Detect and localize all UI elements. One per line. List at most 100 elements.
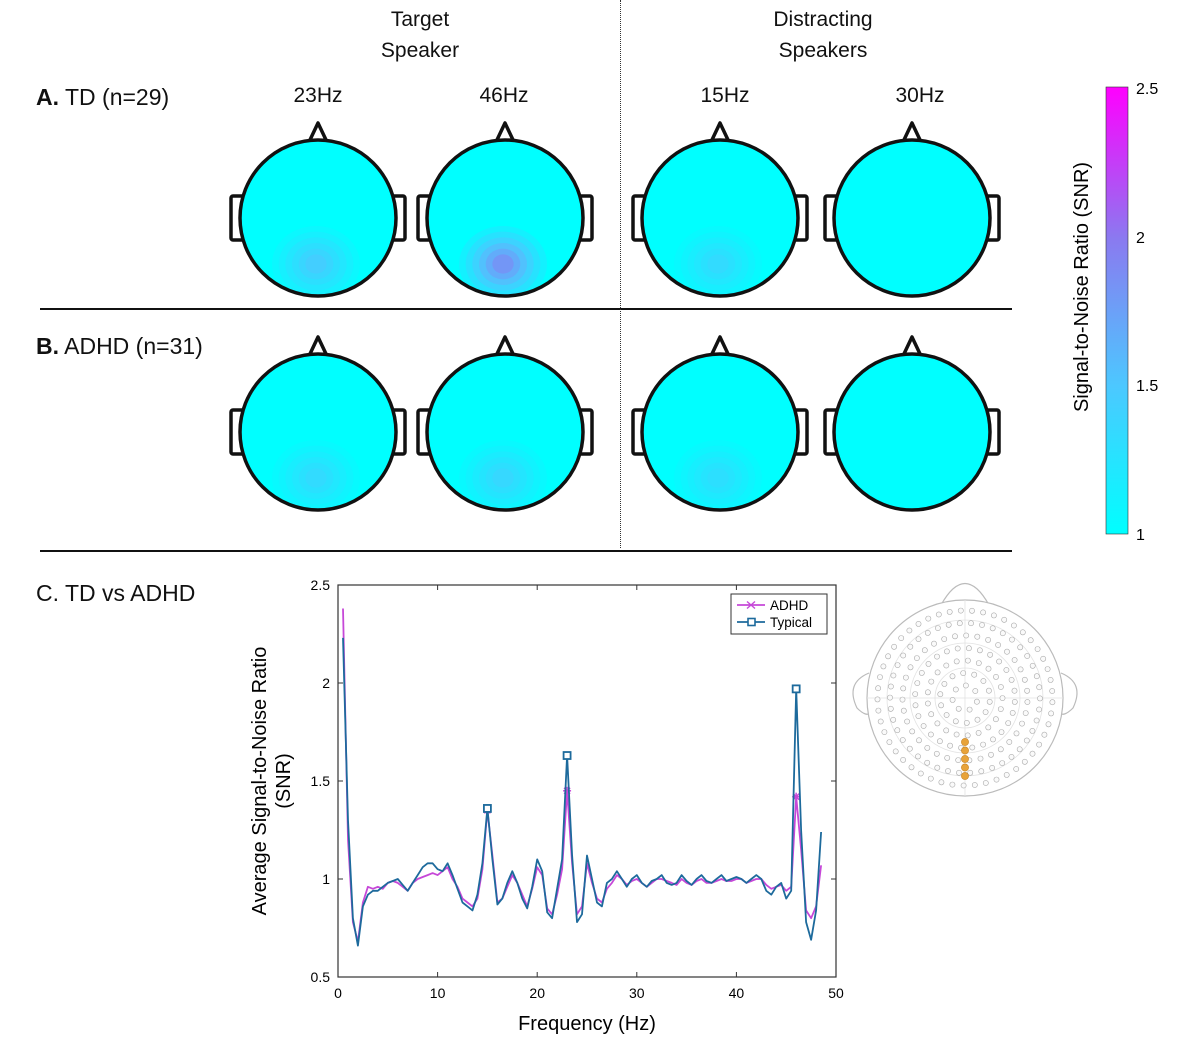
electrode (945, 621, 952, 628)
electrode (955, 757, 962, 763)
electrode (886, 739, 893, 745)
head-outline (238, 352, 398, 512)
electrode (1011, 687, 1018, 694)
adhd-topomap-23hz (229, 335, 407, 512)
electrode (995, 642, 1001, 648)
x-tick-label: 20 (529, 985, 545, 1001)
y-tick-label: 0.5 (311, 969, 331, 985)
electrode (963, 720, 970, 726)
electrode (1004, 648, 1010, 655)
electrode-map-nose (940, 582, 990, 606)
electrode (1009, 710, 1016, 716)
adhd-topomap-15hz (631, 335, 809, 512)
panel-a-label: A. TD (n=29) (36, 84, 169, 111)
electrode (975, 730, 982, 736)
electrode (954, 645, 961, 652)
head-nose (307, 121, 329, 143)
electrode (918, 670, 925, 676)
electrode (949, 673, 956, 680)
divider-b-c (40, 550, 1012, 552)
electrode (1041, 731, 1048, 738)
electrode (927, 775, 934, 782)
electrode (1022, 710, 1029, 716)
electrode (944, 648, 950, 655)
electrode (998, 684, 1004, 690)
electrode (925, 615, 932, 622)
electrode (915, 636, 922, 642)
distracting-speakers-header: Distracting Speakers (720, 4, 926, 66)
topomap-layer (229, 121, 1001, 512)
head-nose (901, 335, 923, 357)
x-tick-label: 0 (334, 985, 342, 1001)
electrode (934, 653, 940, 660)
activation-blob (459, 226, 547, 296)
electrode (986, 698, 993, 705)
legend-marker (747, 617, 756, 627)
electrode (1024, 699, 1031, 705)
electrode (974, 633, 981, 640)
electrode (916, 737, 922, 744)
typical-marker (791, 684, 801, 694)
head-outline (640, 352, 800, 512)
electrode-highlighted (961, 772, 969, 780)
scalp-fill (834, 140, 990, 296)
electrode (988, 751, 994, 758)
panel-b-letter: B. (36, 333, 59, 359)
electrode (985, 637, 991, 643)
electrode (934, 764, 941, 771)
electrode (1008, 754, 1015, 760)
electrode (941, 636, 948, 642)
electrode (1024, 653, 1031, 659)
electrode (934, 720, 941, 727)
head-nose (307, 335, 329, 357)
electrode (1036, 706, 1042, 713)
electrode (1003, 772, 1010, 778)
electrode (928, 678, 935, 685)
activation-blob (272, 226, 360, 296)
electrode (963, 632, 970, 639)
head-outline (425, 138, 585, 298)
target-header-line2: Speaker (380, 39, 460, 62)
y-tick-label: 1.5 (311, 773, 331, 789)
electrode (917, 770, 924, 777)
electrode (1019, 629, 1026, 636)
electrode (924, 759, 931, 766)
electrode (1034, 646, 1041, 652)
activation-contour (492, 468, 514, 488)
electrode-map (852, 582, 1078, 797)
electrode (960, 782, 967, 789)
electrode (953, 731, 960, 738)
plot-area (337, 584, 837, 978)
panel-a-text: TD (n=29) (64, 84, 170, 110)
legend-label-typical: Typical (770, 615, 812, 630)
electrode (943, 727, 950, 734)
head-outline (640, 138, 800, 298)
electrode (888, 683, 894, 690)
electrode (943, 662, 950, 669)
electrode (890, 716, 897, 723)
electrode-highlighted (961, 755, 969, 763)
electrode (956, 769, 962, 776)
electrode (952, 633, 958, 640)
head-nose (901, 121, 923, 143)
electrode (997, 746, 1004, 753)
electrode (885, 653, 891, 660)
electrode (912, 691, 919, 697)
electrode (931, 640, 937, 647)
electrode (949, 781, 956, 788)
electrode (949, 697, 956, 703)
electrode (1011, 622, 1017, 629)
electrode (982, 709, 989, 715)
electrode (979, 622, 985, 628)
electrode (944, 755, 951, 761)
electrode (1029, 728, 1036, 734)
electrode (914, 680, 921, 686)
td-topomap-30hz (823, 121, 1001, 298)
electrode (999, 630, 1006, 637)
electrode (935, 625, 941, 631)
electrode (978, 768, 985, 775)
td-topomap-15hz (631, 121, 809, 298)
freq-label-23hz: 23Hz (293, 84, 343, 107)
electrode (907, 643, 914, 650)
